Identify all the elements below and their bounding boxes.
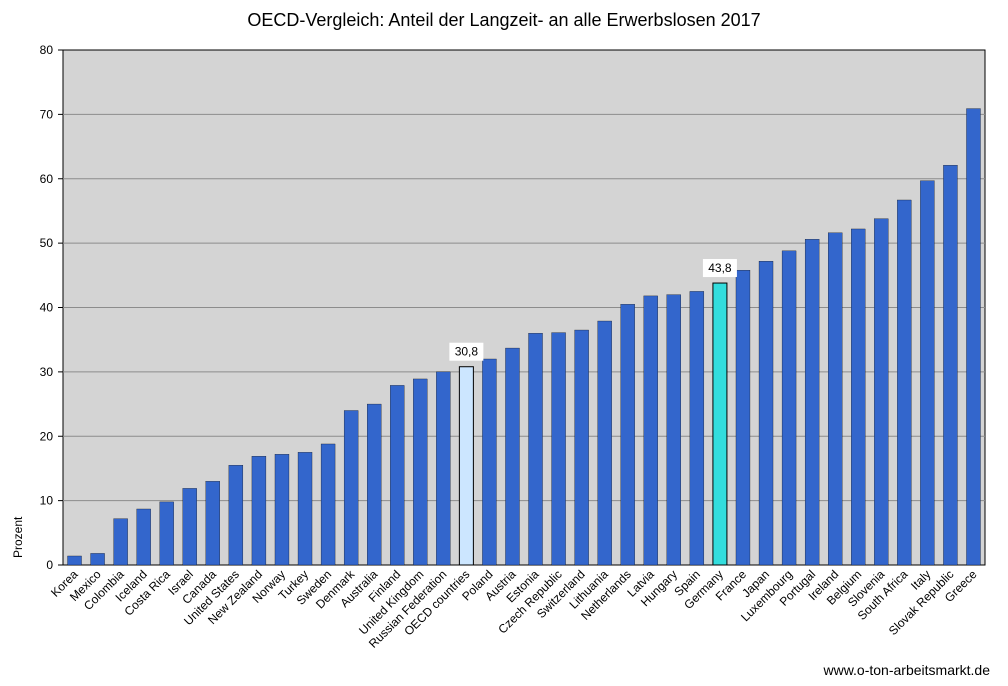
bar	[228, 465, 244, 566]
y-axis-title: Prozent	[11, 516, 25, 558]
y-tick-label: 50	[40, 236, 54, 250]
bar	[643, 295, 658, 566]
bar	[920, 180, 935, 566]
chart-title: OECD-Vergleich: Anteil der Langzeit- an …	[247, 10, 761, 30]
bar	[182, 488, 197, 566]
bar	[804, 239, 820, 566]
bar	[390, 385, 405, 566]
bar	[574, 329, 589, 566]
bar	[505, 347, 520, 566]
bar	[828, 232, 843, 566]
bar	[666, 294, 681, 566]
bar	[159, 501, 174, 566]
bar	[620, 304, 635, 566]
data-label-box	[449, 342, 484, 361]
source-credit: www.o-ton-arbeitsmarkt.de	[823, 662, 990, 678]
bar	[297, 452, 313, 566]
bar	[205, 481, 220, 566]
bar	[528, 333, 543, 566]
y-tick-label: 30	[40, 365, 54, 379]
data-label: 30,8	[455, 345, 479, 359]
bar	[597, 320, 612, 566]
bar	[758, 260, 774, 566]
bar	[90, 553, 105, 566]
y-tick-label: 70	[40, 107, 54, 121]
bar	[320, 443, 336, 566]
bar	[136, 508, 151, 566]
y-tick-label: 0	[46, 558, 53, 572]
bar	[274, 454, 290, 566]
data-label: 43,8	[708, 261, 732, 275]
y-tick-label: 80	[40, 43, 54, 57]
bar	[689, 291, 705, 566]
bar	[367, 403, 382, 566]
bar	[851, 228, 866, 566]
bar	[413, 378, 428, 566]
bar	[436, 371, 451, 566]
bar	[251, 456, 267, 566]
bar	[482, 358, 497, 566]
bar	[551, 332, 566, 566]
bar	[874, 218, 889, 566]
bar	[712, 282, 728, 566]
bar	[113, 518, 128, 566]
y-tick-label: 20	[40, 429, 54, 443]
y-tick-label: 40	[40, 301, 54, 315]
bar	[458, 366, 474, 566]
data-label-box	[702, 259, 737, 278]
bar	[343, 410, 359, 566]
bar	[966, 108, 981, 566]
y-tick-label: 60	[40, 172, 54, 186]
bar	[735, 270, 751, 566]
bar	[897, 199, 912, 566]
y-tick-label: 10	[40, 494, 54, 508]
bar	[781, 250, 797, 566]
bar	[67, 555, 82, 566]
bar	[943, 165, 958, 566]
